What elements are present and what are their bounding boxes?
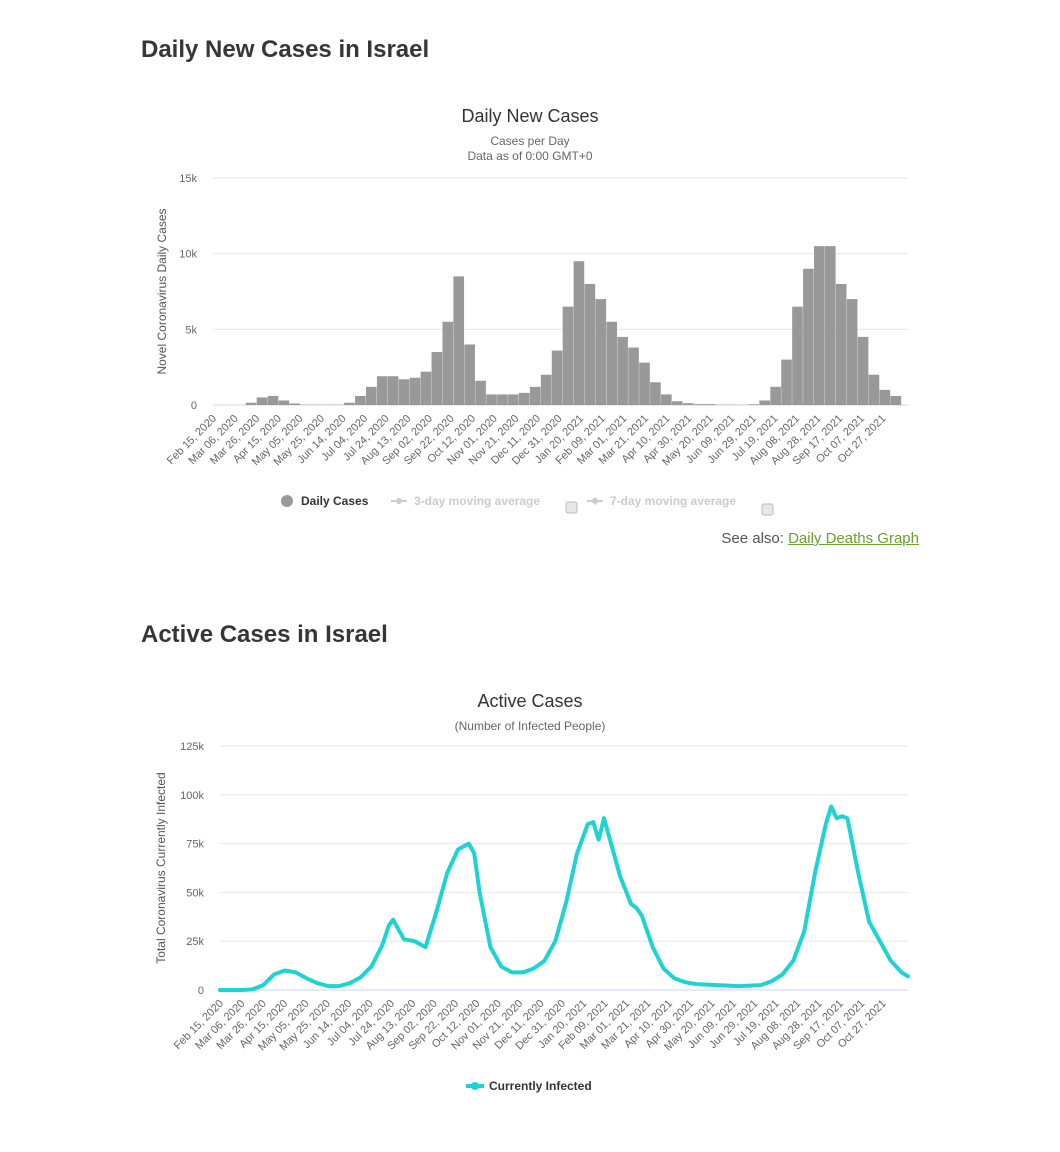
data-bar — [376, 376, 388, 405]
checkbox-3-day-moving-average[interactable] — [565, 501, 578, 514]
data-bar — [453, 276, 465, 405]
data-bar — [835, 283, 847, 405]
data-bar — [475, 380, 486, 405]
active-cases-chart: Active Cases (Number of Infected People) 0… — [154, 691, 910, 1093]
y-axis-title: Novel Coronavirus Daily Cases — [155, 208, 169, 374]
data-bar — [442, 321, 454, 405]
y-tick-label: 75k — [186, 839, 204, 851]
data-bar — [617, 336, 628, 405]
chart-subtitle: (Number of Infected People) — [455, 719, 606, 733]
data-bar — [289, 403, 301, 405]
data-bar — [628, 347, 639, 405]
data-bar — [529, 386, 541, 405]
data-bar — [256, 397, 268, 405]
data-bar — [420, 371, 432, 405]
data-bar — [365, 386, 377, 405]
data-bar — [595, 299, 607, 405]
data-bar — [857, 336, 869, 405]
data-bar — [508, 394, 519, 405]
section-title-daily-new-cases: Daily New Cases in Israel — [141, 36, 430, 63]
see-also-label: See also: — [721, 530, 784, 547]
y-tick-label: 10k — [179, 249, 197, 261]
data-bar — [693, 404, 716, 405]
data-bar — [661, 394, 672, 405]
data-bar — [344, 402, 355, 405]
data-bar — [518, 392, 530, 405]
legend-item-daily-cases[interactable]: Daily Cases — [301, 494, 369, 508]
chart-title: Daily New Cases — [461, 106, 598, 126]
data-bar — [497, 394, 508, 405]
data-bar — [748, 404, 760, 405]
legend-marker-currently-infected — [471, 1082, 479, 1090]
data-bar — [890, 395, 902, 405]
y-tick-label: 5k — [185, 324, 197, 336]
data-bar — [584, 283, 596, 405]
legend-item-7-day-moving-average[interactable]: 7-day moving average — [610, 494, 736, 508]
data-bar — [387, 376, 399, 405]
y-tick-label: 50k — [186, 887, 204, 899]
data-bar — [803, 268, 814, 405]
data-bar — [551, 350, 563, 405]
y-axis-title: Total Coronavirus Currently Infected — [154, 772, 168, 963]
data-bar — [814, 246, 825, 405]
data-bar — [431, 352, 443, 405]
data-bar — [682, 403, 694, 405]
legend-item-3-day-moving-average[interactable]: 3-day moving average — [414, 494, 540, 508]
data-bar — [245, 402, 257, 405]
legend-item-currently-infected[interactable]: Currently Infected — [489, 1079, 592, 1093]
legend-marker-7-day — [591, 497, 599, 505]
data-bar — [562, 306, 574, 405]
data-bar — [868, 374, 880, 405]
chart-subtitle: Data as of 0:00 GMT+0 — [467, 149, 592, 163]
data-bar — [781, 359, 792, 405]
data-bar — [464, 344, 475, 405]
y-tick-label: 0 — [191, 400, 197, 412]
see-also: See also: Daily Deaths Graph — [721, 530, 919, 547]
data-bar — [278, 400, 290, 405]
data-bar — [398, 379, 410, 405]
data-bar — [540, 374, 552, 405]
y-tick-label: 15k — [179, 173, 197, 185]
data-bar — [409, 377, 421, 405]
data-bar — [824, 246, 836, 405]
data-bar — [650, 382, 661, 405]
legend-marker-daily-cases — [281, 495, 293, 507]
data-bar — [486, 394, 497, 405]
chart-title: Active Cases — [477, 691, 582, 711]
y-tick-label: 100k — [180, 790, 204, 802]
data-bar — [639, 362, 650, 405]
y-tick-label: 25k — [186, 936, 204, 948]
data-bar — [759, 400, 771, 405]
data-bar — [770, 386, 781, 405]
daily-deaths-graph-link[interactable]: Daily Deaths Graph — [788, 530, 919, 547]
checkbox-7-day-moving-average[interactable] — [761, 503, 774, 516]
data-bar — [879, 389, 891, 405]
series-line-currently-infected — [218, 804, 910, 992]
legend-marker-3-day — [396, 498, 402, 504]
data-bar — [267, 395, 279, 405]
data-bar — [846, 299, 858, 405]
y-tick-label: 0 — [198, 985, 204, 997]
data-bar — [606, 321, 618, 405]
chart-subtitle: Cases per Day — [490, 134, 569, 148]
data-bar — [792, 306, 803, 405]
data-bar — [355, 395, 366, 405]
y-tick-label: 125k — [180, 741, 204, 753]
data-bar — [671, 401, 683, 405]
data-bar — [573, 261, 585, 405]
section-title-active-cases: Active Cases in Israel — [141, 621, 388, 648]
